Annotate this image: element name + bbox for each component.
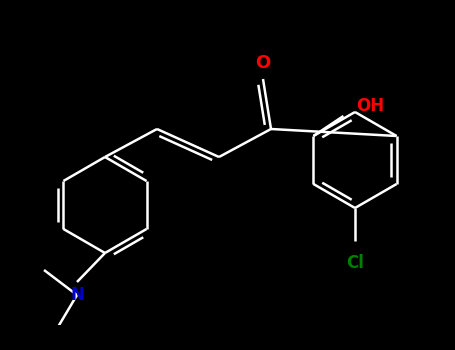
Text: OH: OH	[356, 97, 384, 115]
Text: Cl: Cl	[346, 254, 364, 272]
Text: O: O	[255, 54, 271, 72]
Text: N: N	[70, 286, 84, 304]
